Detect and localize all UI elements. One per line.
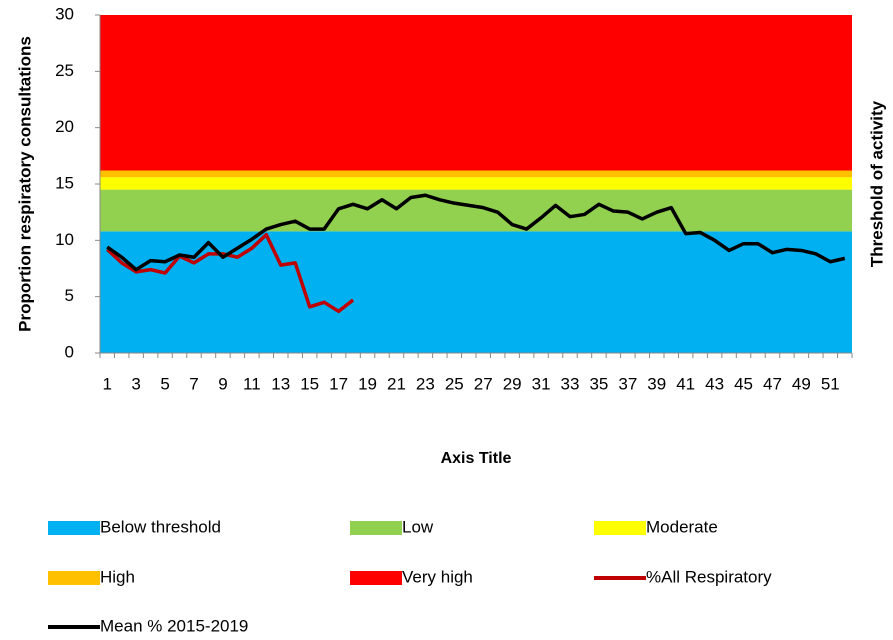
x-tick-label: 39 xyxy=(647,374,666,393)
y-tick-label: 25 xyxy=(55,61,74,80)
x-tick-label: 31 xyxy=(532,374,551,393)
x-axis-title: Axis Title xyxy=(441,450,512,467)
x-tick-label: 33 xyxy=(561,374,580,393)
x-tick-label: 29 xyxy=(503,374,522,393)
x-tick-label: 37 xyxy=(618,374,637,393)
legend-swatch xyxy=(350,521,402,535)
threshold-area xyxy=(100,170,852,178)
threshold-area xyxy=(100,15,852,171)
x-tick-label: 19 xyxy=(358,374,377,393)
x-tick-label: 11 xyxy=(243,374,261,393)
x-tick-label: 13 xyxy=(271,374,290,393)
legend-swatch xyxy=(350,571,402,585)
x-tick-label: 1 xyxy=(102,374,111,393)
x-tick-label: 17 xyxy=(329,374,348,393)
x-tick-label: 45 xyxy=(734,374,753,393)
x-tick-label: 5 xyxy=(160,374,169,393)
legend-label: High xyxy=(100,567,135,586)
x-tick-label: 51 xyxy=(821,374,840,393)
x-tick-label: 3 xyxy=(131,374,140,393)
y-tick-label: 20 xyxy=(55,117,74,136)
x-tick-label: 25 xyxy=(445,374,464,393)
threshold-area xyxy=(100,177,852,190)
line xyxy=(106,193,846,272)
y-tick-label: 30 xyxy=(55,4,74,23)
legend-swatch xyxy=(48,571,100,585)
x-tick-label: 21 xyxy=(387,374,406,393)
legend-label: Mean % 2015-2019 xyxy=(100,616,248,635)
threshold-area xyxy=(100,231,852,353)
legend-label: %All Respiratory xyxy=(646,567,772,586)
legend-swatch xyxy=(594,521,646,535)
y-tick-label: 15 xyxy=(55,173,74,192)
x-tick-label: 27 xyxy=(474,374,493,393)
legend-label: Very high xyxy=(402,567,473,586)
y-tick-label: 10 xyxy=(55,230,74,249)
y-axis-title: Proportion respiratory consultations xyxy=(15,36,34,332)
x-tick-label: 9 xyxy=(218,374,227,393)
x-tick-label: 15 xyxy=(300,374,319,393)
line xyxy=(106,232,355,314)
x-tick-label: 23 xyxy=(416,374,435,393)
legend-label: Low xyxy=(402,517,434,536)
x-tick-label: 41 xyxy=(676,374,695,393)
y-tick-label: 0 xyxy=(65,342,74,361)
legend-label: Below threshold xyxy=(100,517,221,536)
threshold-area xyxy=(100,189,852,232)
legend-label: Moderate xyxy=(646,517,718,536)
y-tick-label: 5 xyxy=(65,286,74,305)
legend-swatch xyxy=(48,521,100,535)
x-tick-label: 43 xyxy=(705,374,724,393)
x-tick-label: 47 xyxy=(763,374,782,393)
y2-axis-title: Threshold of activity xyxy=(867,100,886,267)
x-tick-label: 49 xyxy=(792,374,811,393)
x-tick-label: 35 xyxy=(589,374,608,393)
x-tick-label: 7 xyxy=(189,374,198,393)
